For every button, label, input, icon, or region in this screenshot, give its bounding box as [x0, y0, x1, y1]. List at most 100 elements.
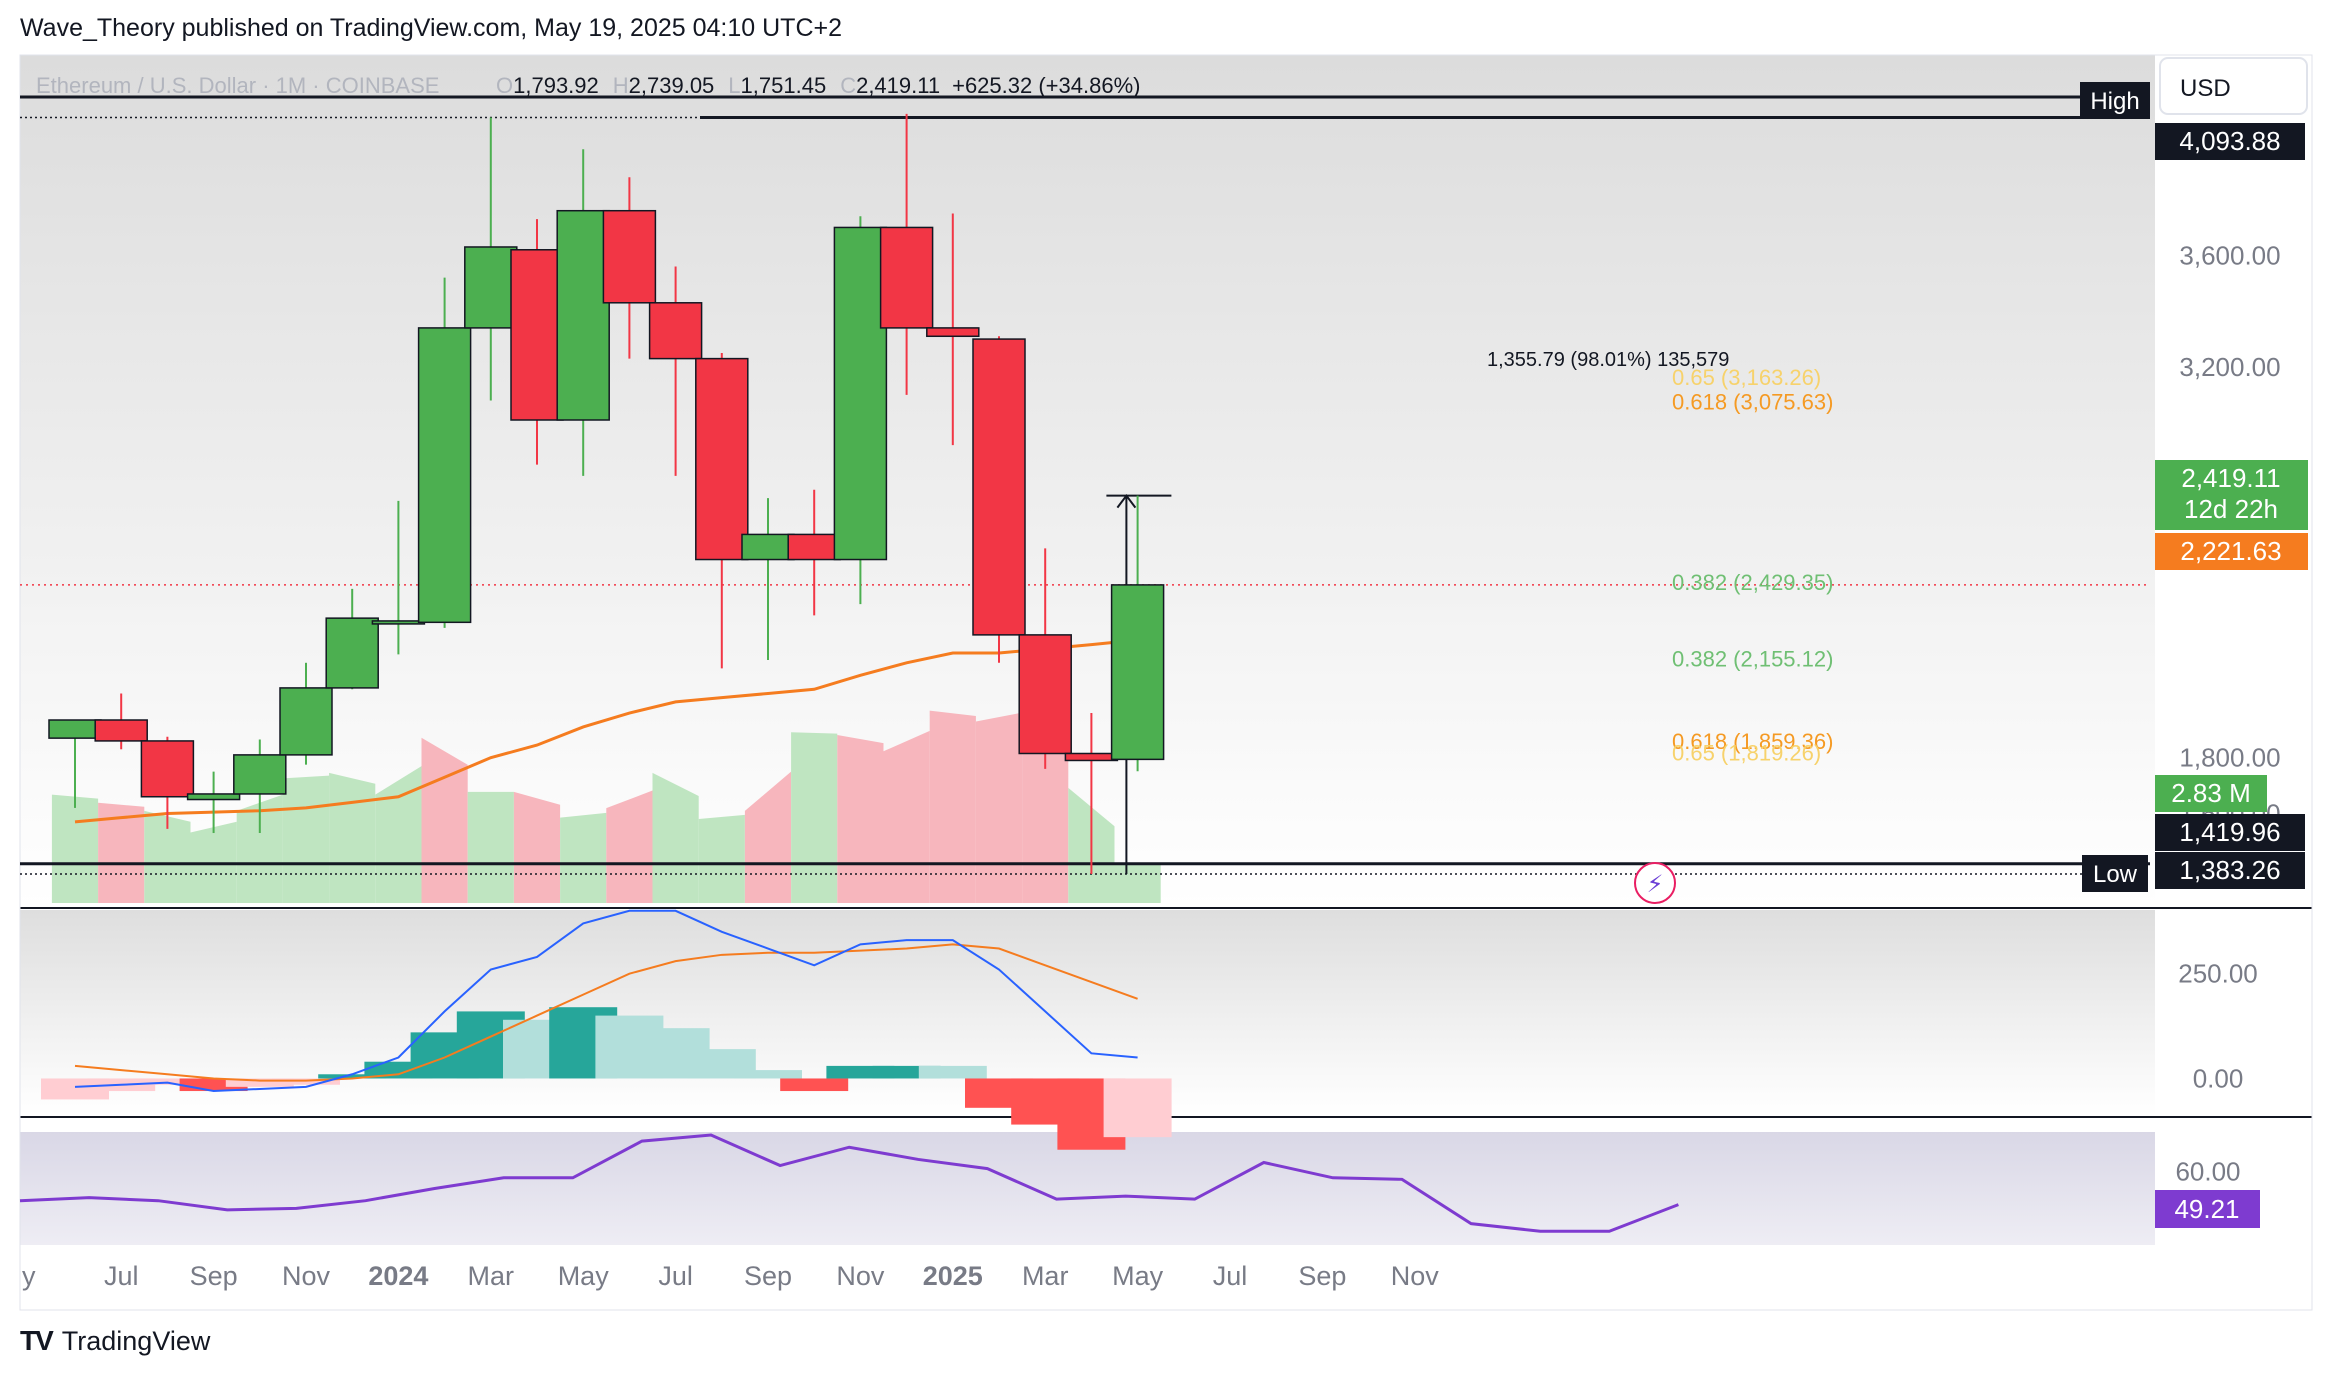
- quick-action-icon[interactable]: ⚡: [1634, 862, 1676, 904]
- candle[interactable]: [741, 533, 795, 561]
- currency-button-box[interactable]: [2159, 57, 2308, 115]
- candle[interactable]: [1110, 584, 1165, 761]
- currency-button[interactable]: USD: [2159, 57, 2308, 115]
- candle[interactable]: [1018, 634, 1072, 755]
- fib-level-label: 0.382 (2,155.12): [1672, 647, 1833, 672]
- candle[interactable]: [140, 740, 195, 798]
- support-price-tag: 1,419.96: [2155, 814, 2305, 851]
- volume-area-segment: [744, 771, 792, 903]
- candle[interactable]: [833, 226, 888, 561]
- low-label-tag: Low: [2082, 855, 2148, 892]
- candle[interactable]: [94, 719, 148, 742]
- footer-brand[interactable]: TV TradingView: [20, 1325, 210, 1357]
- candle[interactable]: [371, 620, 426, 625]
- chart-frame: [19, 54, 2313, 1311]
- sma-price-box: [2155, 533, 2308, 570]
- volume-area-segment: [467, 791, 514, 903]
- candle[interactable]: [556, 209, 610, 421]
- candle[interactable]: [325, 617, 379, 689]
- x-axis-tick: Sep: [1298, 1261, 1346, 1291]
- candle[interactable]: [787, 533, 841, 561]
- measure-arrow: [1116, 493, 1137, 509]
- ohlc-high-label: H: [613, 73, 629, 98]
- macd-histogram-bar: [272, 1078, 340, 1085]
- candle[interactable]: [48, 719, 102, 739]
- volume-area-segment: [51, 794, 99, 903]
- volume-area-segment: [929, 710, 976, 903]
- lightning-icon[interactable]: ⚡: [1647, 871, 1664, 898]
- rsi-line: [19, 1133, 1679, 1233]
- fib-level-label: 0.65 (3,163.26): [1672, 365, 1821, 390]
- volume-area-segment: [282, 775, 330, 903]
- volume-area-segment: [883, 730, 930, 903]
- candle[interactable]: [695, 357, 749, 561]
- volume-area-segment: [144, 810, 191, 903]
- sma-line: [74, 638, 1138, 824]
- y-axis-tick: 3,600.00: [2179, 240, 2280, 270]
- low-label-text: Low: [2093, 861, 2138, 888]
- low-price-box: [2155, 852, 2305, 889]
- volume-area-segment: [513, 791, 561, 903]
- volume-area-segment: [375, 766, 422, 903]
- high-price-box: [2155, 123, 2305, 160]
- candle[interactable]: [464, 246, 518, 329]
- ohlc-close: 2,419.11: [856, 73, 940, 98]
- x-axis-tick: Nov: [1391, 1261, 1440, 1291]
- rsi-value-tag: 49.21: [2155, 1190, 2260, 1228]
- candle[interactable]: [972, 338, 1026, 636]
- fib-level-label: 0.382 (2,429.35): [1672, 570, 1833, 595]
- high-price-text: 4,093.88: [2179, 126, 2280, 156]
- x-axis-tick: Mar: [468, 1261, 515, 1291]
- sma-price-text: 2,221.63: [2180, 536, 2281, 566]
- currency-label[interactable]: USD: [2180, 75, 2231, 102]
- candle[interactable]: [279, 687, 333, 756]
- candle[interactable]: [233, 754, 287, 795]
- x-axis-tick: Mar: [1022, 1261, 1069, 1291]
- x-axis-tick: Jul: [658, 1261, 693, 1291]
- fib-level-label: 0.618 (3,075.63): [1672, 390, 1833, 415]
- tradingview-logo-icon[interactable]: TV: [20, 1325, 54, 1356]
- x-axis-tick: May: [1112, 1261, 1164, 1291]
- candle[interactable]: [1064, 752, 1119, 762]
- ohlc-high: 2,739.05: [629, 73, 715, 98]
- volume-box: [2155, 775, 2267, 812]
- fib-level-label: 0.65 (1,819.26): [1672, 740, 1821, 765]
- candle[interactable]: [648, 302, 703, 360]
- candle[interactable]: [186, 793, 241, 801]
- rsi-value-text: 49.21: [2174, 1194, 2239, 1224]
- symbol-legend[interactable]: Ethereum / U.S. Dollar · 1M · COINBASE: [36, 73, 439, 98]
- candle[interactable]: [417, 327, 472, 624]
- quick-action-icon-ring[interactable]: [1634, 862, 1676, 904]
- volume-area-segment: [791, 732, 838, 903]
- x-axis-tick: Nov: [836, 1261, 885, 1291]
- candle[interactable]: [510, 249, 564, 421]
- support-price-box: [2155, 814, 2305, 851]
- x-axis-tick: Nov: [282, 1261, 331, 1291]
- volume-area-segment: [560, 812, 607, 903]
- high-label-box: [2080, 82, 2150, 119]
- candle[interactable]: [926, 327, 980, 338]
- volume-area-segment: [652, 772, 699, 903]
- high-label-text: High: [2090, 88, 2139, 115]
- x-axis-tick: 2025: [923, 1261, 983, 1291]
- publish-header: Wave_Theory published on TradingView.com…: [20, 14, 842, 42]
- last-price-box: [2155, 460, 2308, 530]
- volume-area-segment: [329, 772, 376, 903]
- volume-area-segment: [837, 735, 884, 903]
- ohlc-close-label: C: [840, 73, 856, 98]
- volume-area-segment: [98, 802, 145, 903]
- last-price-tag: 2,419.11 12d 22h: [2155, 460, 2308, 530]
- ohlc-legend: O1,793.92 H2,739.05 L1,751.45 C2,419.11 +625…: [496, 73, 1140, 98]
- measure-label: 1,355.79 (98.01%) 135,579: [1487, 349, 1729, 371]
- macd-histogram-bar: [1103, 1078, 1172, 1138]
- ohlc-open: 1,793.92: [513, 73, 599, 98]
- footer-brand-text[interactable]: TradingView: [61, 1325, 211, 1356]
- x-axis-tick: y: [22, 1261, 36, 1291]
- ohlc-low-label: L: [728, 73, 740, 98]
- volume-text: 2.83 M: [2171, 778, 2251, 808]
- volume-area-segment: [606, 790, 653, 903]
- candle[interactable]: [602, 209, 657, 304]
- candle[interactable]: [879, 226, 934, 329]
- y-axis-tick: 1,800.00: [2179, 743, 2280, 773]
